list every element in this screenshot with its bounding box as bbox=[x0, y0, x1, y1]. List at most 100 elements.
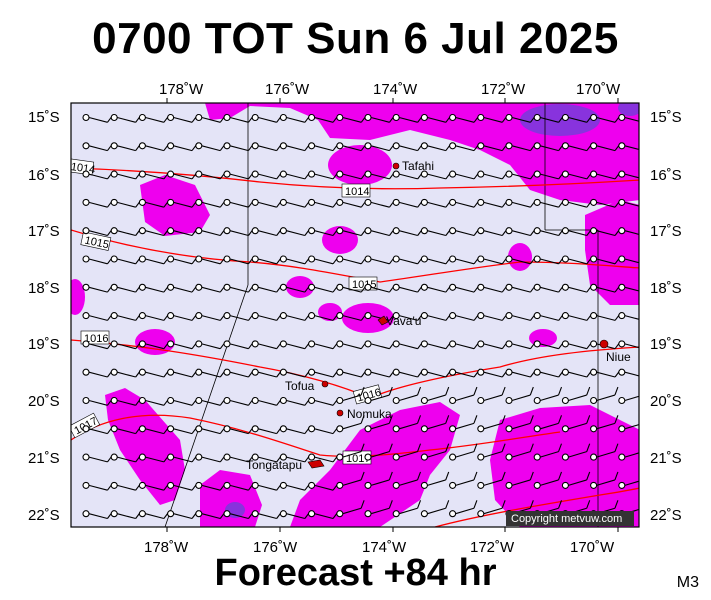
wind-barb-station bbox=[110, 396, 118, 405]
wind-barb-station bbox=[449, 396, 457, 405]
wind-barb-station bbox=[561, 481, 569, 489]
wind-barb-shaft bbox=[173, 456, 193, 463]
wind-barb-shaft bbox=[145, 484, 165, 491]
wind-barb-shaft bbox=[568, 479, 587, 486]
wind-barb-shaft bbox=[201, 145, 221, 152]
wind-barb-shaft bbox=[624, 230, 639, 235]
wind-barb-flag bbox=[643, 171, 649, 179]
wind-barb-flag bbox=[473, 386, 478, 396]
wind-barb-station bbox=[308, 198, 316, 206]
wind-barb-shaft bbox=[455, 258, 475, 265]
wind-barb-station bbox=[279, 510, 287, 518]
wind-barb-station bbox=[449, 227, 457, 235]
wind-barb-flag bbox=[529, 386, 534, 396]
wind-barb-station bbox=[420, 227, 428, 235]
wind-barb-station bbox=[618, 283, 626, 291]
wind-barb-station bbox=[618, 453, 626, 461]
wind-barb-station bbox=[279, 255, 287, 263]
wind-barb-shaft bbox=[314, 230, 334, 237]
wind-barb-station bbox=[505, 396, 513, 405]
wind-barb-shaft bbox=[229, 201, 249, 208]
wind-barb-shaft bbox=[88, 258, 108, 265]
wind-barb-station bbox=[110, 312, 118, 320]
wind-barb-shaft bbox=[173, 286, 193, 293]
wind-barb-shaft bbox=[258, 145, 277, 152]
wind-barb-flag bbox=[360, 415, 365, 424]
wind-barb-shaft bbox=[201, 456, 221, 463]
wind-barb-station bbox=[195, 283, 203, 291]
wind-barb-shaft bbox=[201, 399, 221, 406]
wind-barb-shaft bbox=[342, 451, 362, 458]
wind-barb-station bbox=[561, 113, 569, 122]
wind-barb-station bbox=[449, 113, 457, 122]
isobar-label-1017: 1017 bbox=[342, 450, 372, 465]
wind-barb-shaft bbox=[258, 258, 277, 265]
wind-barb-shaft bbox=[173, 484, 193, 491]
wind-barb-shaft bbox=[145, 258, 165, 265]
wind-barb-shaft bbox=[286, 484, 306, 491]
wind-barb-station bbox=[336, 453, 344, 461]
wind-barb-station bbox=[195, 312, 203, 320]
wind-barb-shaft bbox=[624, 371, 639, 377]
wind-barb-station bbox=[167, 170, 175, 178]
wind-barb-shaft bbox=[427, 173, 447, 180]
wind-barb-station bbox=[138, 340, 146, 348]
wind-barb-shaft bbox=[399, 230, 418, 237]
wind-barb-shaft bbox=[342, 507, 362, 515]
wind-barb-shaft bbox=[286, 145, 306, 152]
wind-barb-station bbox=[590, 425, 598, 433]
wind-barb-station bbox=[138, 283, 146, 291]
wind-barb-station bbox=[223, 425, 231, 433]
wind-barb-flag bbox=[558, 500, 563, 509]
axis-bottom-label: 176˚W bbox=[253, 539, 298, 556]
wind-barb-station bbox=[533, 368, 541, 376]
wind-barb-shaft bbox=[201, 343, 221, 350]
wind-barb-shaft bbox=[540, 173, 559, 180]
wind-barb-station bbox=[392, 312, 400, 320]
wind-barb-station bbox=[420, 113, 428, 122]
wind-barb-shaft bbox=[342, 116, 362, 123]
wind-barb-station bbox=[82, 481, 90, 489]
wind-barb-station bbox=[308, 255, 316, 263]
wind-barb-shaft bbox=[511, 116, 531, 123]
wind-barb-flag bbox=[501, 443, 506, 452]
wind-barb-shaft bbox=[455, 343, 475, 350]
wind-barb-station bbox=[279, 453, 287, 461]
wind-barb-station bbox=[618, 198, 626, 206]
wind-barb-shaft bbox=[117, 315, 136, 321]
wind-barb-station bbox=[364, 283, 372, 291]
wind-barb-shaft bbox=[596, 479, 616, 486]
place-label-tofua: Tofua bbox=[285, 379, 315, 393]
island-tongatapu bbox=[307, 459, 325, 469]
wind-barb-shaft bbox=[568, 230, 588, 237]
wind-barb-shaft bbox=[117, 173, 136, 180]
wind-barb-flag bbox=[417, 500, 422, 509]
wind-barb-station bbox=[110, 170, 118, 178]
wind-barb-shaft bbox=[399, 451, 418, 458]
wind-barb-shaft bbox=[229, 456, 249, 463]
wind-barb-station bbox=[308, 283, 316, 291]
axis-top-label: 176˚W bbox=[265, 81, 310, 98]
wind-barb-shaft bbox=[624, 286, 639, 292]
wind-barb-flag bbox=[558, 386, 563, 396]
wind-barb-station bbox=[167, 283, 175, 291]
wind-barb-station bbox=[420, 340, 428, 348]
wind-barb-station bbox=[561, 312, 569, 320]
wind-barb-flag bbox=[445, 500, 450, 509]
wind-barb-shaft bbox=[342, 479, 362, 486]
wind-barb-shaft bbox=[173, 371, 193, 378]
wind-barb-station bbox=[195, 142, 203, 150]
wind-barb-station bbox=[251, 425, 259, 433]
wind-barb-station bbox=[561, 368, 569, 376]
wind-barb-shaft bbox=[173, 343, 193, 350]
wind-barb-shaft bbox=[568, 258, 588, 265]
wind-barb-station bbox=[449, 453, 457, 461]
place-label-tafahi: Tafahi bbox=[402, 159, 434, 173]
wind-barb-shaft bbox=[88, 173, 108, 180]
wind-barb-station bbox=[590, 396, 598, 405]
isobar-label-text: 1014 bbox=[345, 186, 369, 198]
wind-barb-station bbox=[223, 481, 231, 489]
wind-barb-flag bbox=[360, 443, 365, 452]
wind-barb-shaft bbox=[342, 286, 362, 293]
wind-barb-station bbox=[364, 255, 372, 263]
